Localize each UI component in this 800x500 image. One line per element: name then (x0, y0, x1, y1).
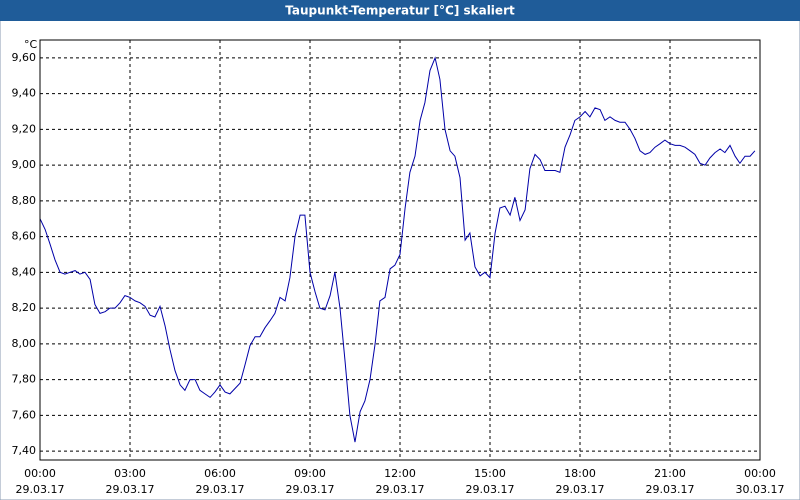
x-tick-date: 29.03.17 (556, 483, 605, 496)
x-tick-date: 29.03.17 (106, 483, 155, 496)
y-tick-label: 7,40 (12, 444, 37, 457)
y-tick-label: 9,60 (12, 51, 37, 64)
title-bar (0, 0, 800, 21)
x-tick-label: 03:00 (114, 467, 146, 480)
y-tick-label: 8,80 (12, 194, 37, 207)
x-tick-label: 12:00 (384, 467, 416, 480)
y-tick-label: 8,40 (12, 265, 37, 278)
y-tick-label: 9,00 (12, 158, 37, 171)
x-tick-date: 29.03.17 (466, 483, 515, 496)
y-tick-label: 8,60 (12, 230, 37, 243)
x-tick-label: 09:00 (294, 467, 326, 480)
y-tick-label: 7,60 (12, 408, 37, 421)
x-tick-label: 00:00 (24, 467, 56, 480)
y-tick-label: 8,00 (12, 337, 37, 350)
y-tick-label: 9,20 (12, 122, 37, 135)
y-tick-label: 9,40 (12, 87, 37, 100)
x-tick-label: 21:00 (654, 467, 686, 480)
y-tick-label: 8,20 (12, 301, 37, 314)
plot-border (39, 39, 761, 461)
chart-title: Taupunkt-Temperatur [°C] skaliert (285, 4, 515, 18)
x-tick-label: 06:00 (204, 467, 236, 480)
x-tick-date: 29.03.17 (376, 483, 425, 496)
x-tick-date: 29.03.17 (16, 483, 65, 496)
x-tick-date: 29.03.17 (286, 483, 335, 496)
data-line (39, 56, 756, 443)
x-tick-date: 29.03.17 (646, 483, 695, 496)
y-axis-unit: °C (24, 38, 38, 51)
x-tick-label: 18:00 (564, 467, 596, 480)
x-tick-date: 30.03.17 (736, 483, 785, 496)
y-tick-label: 7,80 (12, 373, 37, 386)
x-tick-label: 00:00 (744, 467, 776, 480)
x-tick-label: 15:00 (474, 467, 506, 480)
x-tick-date: 29.03.17 (196, 483, 245, 496)
